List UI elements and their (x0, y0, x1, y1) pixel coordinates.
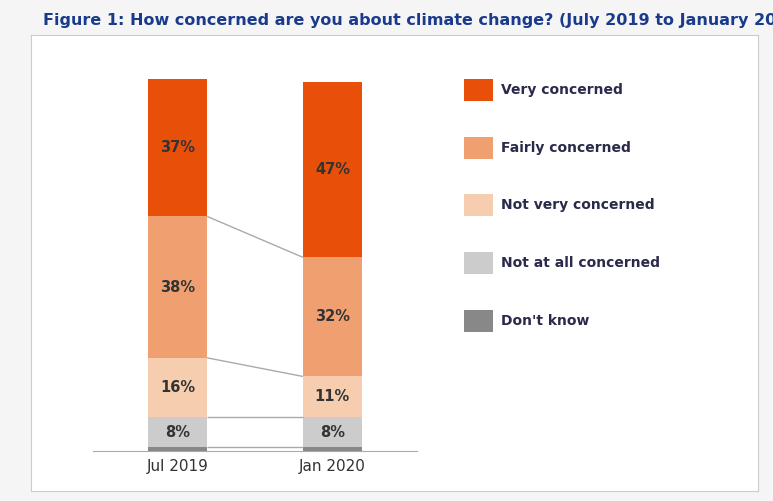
Bar (148, 358, 207, 417)
Text: 8%: 8% (320, 425, 345, 440)
Text: Don't know: Don't know (501, 314, 589, 328)
Bar (303, 417, 362, 447)
Text: Fairly concerned: Fairly concerned (501, 141, 631, 155)
Text: The: The (476, 439, 493, 448)
Bar (303, 83, 362, 258)
Text: Figure 1: How concerned are you about climate change? (July 2019 to January 2020: Figure 1: How concerned are you about cl… (43, 13, 773, 28)
Text: 47%: 47% (315, 162, 350, 177)
Bar (148, 216, 207, 358)
Text: Research that matters.: Research that matters. (543, 466, 639, 475)
Text: 37%: 37% (160, 140, 196, 155)
Text: 38%: 38% (160, 280, 196, 295)
Text: 11%: 11% (315, 389, 350, 404)
Bar (148, 417, 207, 447)
Bar (303, 376, 362, 417)
Bar (148, 79, 207, 216)
Text: Australia Institute: Australia Institute (509, 437, 652, 451)
Text: Very concerned: Very concerned (501, 83, 623, 97)
Bar (303, 447, 362, 451)
Bar (303, 258, 362, 376)
Bar (148, 447, 207, 451)
Text: 32%: 32% (315, 310, 350, 325)
Text: Not at all concerned: Not at all concerned (501, 256, 660, 270)
Text: 16%: 16% (160, 380, 196, 395)
Text: 8%: 8% (165, 425, 190, 440)
Text: Not very concerned: Not very concerned (501, 198, 655, 212)
